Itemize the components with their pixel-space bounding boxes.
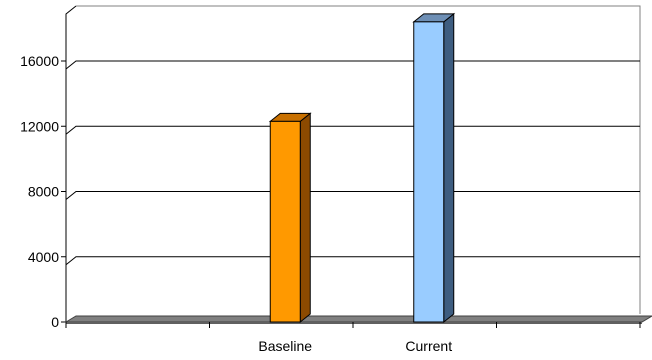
bar-baseline xyxy=(269,120,301,323)
back-wall-frame xyxy=(76,5,641,314)
floor-top xyxy=(64,315,652,323)
y-tick-label: 8000 xyxy=(28,184,59,200)
floor-front xyxy=(66,322,642,324)
y-tick-label: 0 xyxy=(51,314,59,330)
gridline xyxy=(65,125,640,135)
x-category-label: Current xyxy=(405,338,452,354)
gridline xyxy=(65,256,640,266)
x-category-label: Baseline xyxy=(258,338,312,354)
gridline xyxy=(65,60,640,70)
y-tick-label: 16000 xyxy=(20,53,59,69)
y-axis-line xyxy=(65,5,77,322)
y-tick-label: 12000 xyxy=(20,118,59,134)
y-tick-label: 4000 xyxy=(28,249,59,265)
bar-side xyxy=(299,112,311,324)
gridline xyxy=(65,191,640,200)
bar-current xyxy=(413,21,445,323)
bar-side xyxy=(443,12,455,324)
